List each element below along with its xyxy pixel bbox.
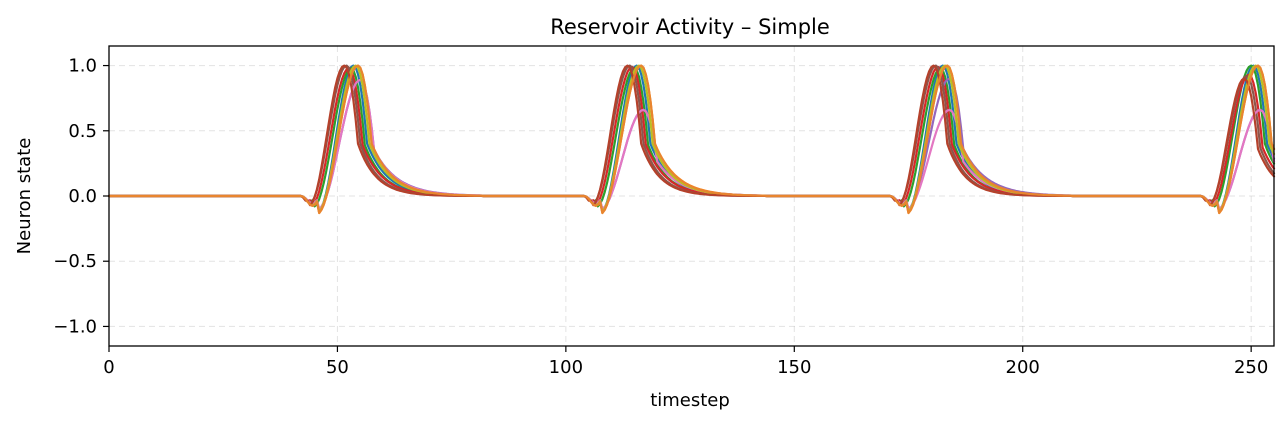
x-tick-label: 100 [549, 357, 583, 378]
x-tick-label: 150 [777, 357, 811, 378]
y-tick-label: −1.0 [53, 316, 97, 337]
x-tick-label: 0 [103, 357, 114, 378]
series-line-9 [107, 64, 1276, 207]
y-axis-label: Neuron state [14, 138, 35, 255]
series-line-4 [107, 65, 1276, 207]
series-line-10 [107, 64, 1276, 215]
series-line-6 [107, 64, 1276, 205]
y-tick-label: 1.0 [68, 56, 97, 77]
chart-title: Reservoir Activity – Simple [550, 15, 830, 39]
x-tick-label: 200 [1006, 357, 1040, 378]
y-tick-label: 0.0 [68, 186, 97, 207]
x-tick-label: 250 [1234, 357, 1268, 378]
tick-layer: 0 50 100 150 200 250 −1.0 −0.5 0.0 0.5 1.0 [53, 56, 1268, 378]
x-axis-label: timestep [650, 390, 730, 411]
y-tick-label: 0.5 [68, 121, 97, 142]
y-tick-label: −0.5 [53, 251, 97, 272]
x-tick-label: 50 [326, 357, 349, 378]
series-layer [107, 64, 1276, 215]
